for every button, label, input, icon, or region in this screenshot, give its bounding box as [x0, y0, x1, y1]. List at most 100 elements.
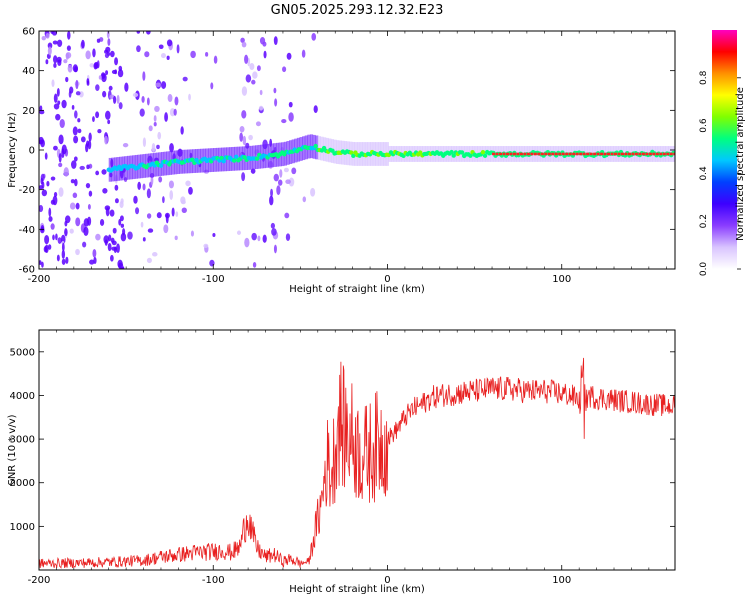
heatmap-cell: [118, 102, 123, 110]
spectrogram-y-tick-label: -60: [19, 265, 35, 276]
heatmap-cell: [236, 230, 242, 235]
heatmap-cell: [67, 31, 71, 40]
heatmap-cell: [108, 85, 113, 91]
heatmap-cell: [210, 82, 214, 90]
snr-x-tick-label: -100: [202, 575, 225, 586]
snr-y-tick-label: 4000: [10, 391, 35, 402]
heatmap-cell: [168, 180, 174, 189]
heatmap-cell: [46, 180, 50, 187]
heatmap-cell: [58, 134, 64, 145]
heatmap-cell: [61, 258, 66, 265]
heatmap-cell: [88, 190, 93, 197]
heatmap-cell: [482, 153, 488, 158]
colorbar-ticks: 0.0 0.2 0.4 0.6 0.8: [699, 70, 741, 276]
heatmap-cell: [530, 152, 534, 156]
heatmap-cell: [190, 50, 196, 59]
heatmap-cell: [146, 213, 152, 219]
heatmap-cell: [259, 36, 266, 45]
heatmap-cell: [72, 126, 78, 136]
heatmap-cell: [239, 125, 245, 133]
heatmap-cell: [75, 79, 79, 90]
heatmap-cell: [544, 152, 548, 156]
colorbar: 0.0 0.2 0.4 0.6 0.8 Normalized spectral ampl…: [699, 30, 746, 276]
heatmap-cell: [118, 218, 122, 226]
heatmap-cell: [288, 112, 294, 122]
heatmap-cell: [533, 152, 537, 156]
heatmap-cell: [561, 152, 565, 156]
heatmap-cell: [156, 144, 160, 150]
heatmap-cell: [166, 39, 173, 47]
heatmap-cell: [638, 152, 642, 156]
spectrogram-cells: [39, 31, 675, 269]
heatmap-cell: [155, 82, 161, 88]
heatmap-cell: [519, 152, 523, 156]
spectrogram-x-tick-label: 0: [384, 274, 390, 285]
heatmap-cell: [61, 242, 65, 252]
heatmap-cell: [107, 242, 112, 252]
heatmap-cell: [66, 45, 71, 51]
heatmap-cell: [285, 179, 291, 185]
heatmap-cell: [203, 243, 209, 249]
spectrogram-x-ticks: -200 -100 0 100: [28, 31, 667, 285]
heatmap-cell: [286, 52, 292, 60]
heatmap-cell: [75, 248, 80, 256]
heatmap-cell: [82, 241, 87, 248]
heatmap-cell: [586, 152, 590, 156]
heatmap-cell: [52, 234, 55, 241]
heatmap-cell: [122, 143, 129, 148]
colorbar-tick-label: 0.0: [699, 262, 709, 277]
spectrogram-y-tick-label: 60: [22, 27, 35, 38]
colorbar-tick-label: 0.2: [699, 214, 709, 228]
heatmap-cell: [547, 152, 551, 156]
spectrogram-x-tick-label: 100: [552, 274, 571, 285]
heatmap-cell: [241, 86, 248, 96]
heatmap-cell: [242, 135, 247, 146]
heatmap-cell: [505, 152, 509, 156]
heatmap-cell: [274, 98, 278, 107]
heatmap-cell: [55, 233, 58, 241]
heatmap-cell: [150, 175, 154, 186]
spectrogram-y-tick-label: 40: [22, 66, 35, 77]
heatmap-cell: [662, 152, 666, 156]
heatmap-cell: [158, 44, 164, 50]
heatmap-cell: [641, 152, 645, 156]
heatmap-cell: [614, 152, 618, 156]
heatmap-cell: [213, 55, 218, 64]
colorbar-tick-label: 0.8: [699, 70, 709, 85]
heatmap-cell: [87, 203, 91, 210]
heatmap-cell: [166, 55, 170, 61]
heatmap-cell: [620, 152, 624, 156]
heatmap-cell: [56, 88, 60, 97]
spectrogram-x-label: Height of straight line (km): [289, 284, 425, 295]
heatmap-cell: [83, 226, 89, 237]
heatmap-cell: [86, 164, 90, 170]
heatmap-cell: [109, 209, 115, 217]
heatmap-cell: [41, 36, 46, 41]
heatmap-cell: [51, 31, 58, 36]
spectrogram-y-tick-label: -20: [19, 185, 35, 196]
heatmap-cell: [45, 32, 50, 39]
heatmap-cell: [92, 48, 96, 58]
heatmap-cell: [565, 152, 569, 156]
heatmap-cell: [285, 233, 291, 241]
heatmap-cell: [256, 65, 261, 72]
heatmap-cell: [655, 152, 659, 156]
heatmap-cell: [142, 237, 146, 242]
heatmap-cell: [169, 190, 174, 200]
heatmap-cell: [101, 169, 107, 175]
heatmap-cell: [146, 31, 151, 35]
heatmap-cell: [110, 237, 115, 243]
heatmap-cell: [509, 152, 513, 156]
heatmap-cell: [53, 55, 58, 64]
heatmap-cell: [276, 185, 281, 196]
heatmap-cell: [240, 37, 245, 43]
heatmap-cell: [96, 38, 101, 43]
heatmap-cell: [111, 246, 117, 251]
heatmap-cell: [64, 220, 68, 227]
heatmap-cell: [301, 49, 306, 58]
heatmap-cell: [219, 155, 224, 161]
heatmap-cell: [102, 188, 108, 194]
heatmap-cell: [114, 198, 119, 204]
heatmap-cell: [132, 92, 139, 97]
